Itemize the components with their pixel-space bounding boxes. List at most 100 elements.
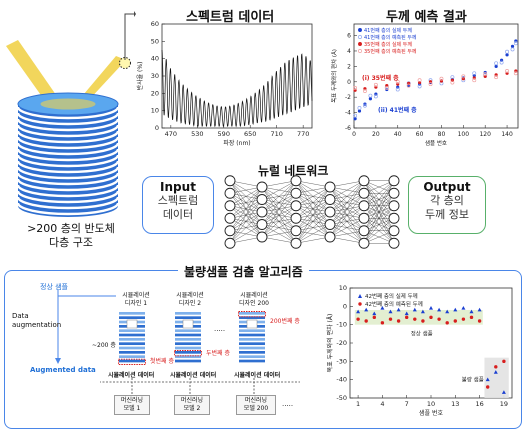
legend-marker [358, 294, 362, 298]
data-point [505, 49, 510, 54]
y-axis-label: 반사율 (%) [136, 62, 144, 91]
mini-stack-layer [175, 316, 201, 320]
network-node [324, 231, 336, 243]
network-node [388, 212, 400, 224]
network-node [290, 187, 302, 199]
highlighted-layer [118, 358, 146, 365]
network-connection [363, 180, 395, 206]
ml-model-2: 머신러닝 모델 2 [174, 395, 210, 415]
design-2-data: 시뮬레이션 데이터 [170, 372, 217, 379]
data-point [453, 319, 457, 323]
data-point [395, 87, 400, 92]
data-point [405, 315, 409, 320]
data-point [364, 307, 369, 312]
network-node [324, 206, 336, 218]
mini-stack-layer [119, 312, 145, 315]
stack-layer [16, 142, 120, 156]
design-200-stack [238, 311, 266, 363]
y-tick-label: 60 [151, 20, 159, 28]
data-point [420, 309, 425, 314]
data-point [494, 64, 498, 68]
y-tick-label: -20 [336, 339, 347, 347]
stack-label-line1: >200 층의 반도체 [27, 222, 115, 235]
legend-marker [358, 42, 362, 46]
data-point [380, 305, 385, 310]
y-tick-label: 0 [155, 124, 159, 132]
x-tick-label: 710 [270, 130, 282, 138]
design-200-note: 200번째 층 [270, 318, 300, 325]
annotation-35th-layer: (i) 35번째 층 [362, 74, 399, 82]
network-connection [295, 180, 331, 188]
data-point [372, 311, 377, 316]
network-connection [329, 218, 365, 238]
mini-stack-layer [119, 333, 145, 337]
design-1-title: 시뮬레이션 디자인 1 [116, 292, 156, 308]
data-point [502, 359, 506, 364]
x-tick-label: 80 [438, 131, 446, 138]
design-1-note: 첫번째 층 [150, 358, 174, 365]
mini-stack-layer [175, 342, 201, 346]
stack-layer [16, 136, 120, 150]
network-connection [261, 230, 297, 238]
network-node [388, 187, 400, 199]
network-node [224, 212, 236, 224]
network-connection [261, 180, 297, 188]
data-point [372, 315, 376, 320]
data-point [429, 315, 433, 320]
y-tick-label: 20 [151, 89, 159, 97]
augmented-data-label: Augmented data [30, 366, 96, 374]
network-node [224, 200, 236, 212]
network-connection [295, 186, 331, 219]
data-point [395, 79, 400, 84]
design-200-title: 시뮬레이션 디자인 200 [230, 292, 278, 308]
mini-stack-layer [119, 342, 145, 346]
y-tick-label: 10 [151, 107, 159, 115]
ml-model-2-line1: 머신러닝 [180, 397, 204, 404]
data-point [493, 370, 498, 374]
data-point [510, 47, 515, 52]
data-point [368, 93, 373, 98]
network-connection [295, 211, 331, 244]
spectrum-chart: 470 530 590 650 710 770 0 10 20 30 40 50 60 파장 (nm) 반사… [136, 20, 313, 147]
stack-layer [16, 118, 120, 132]
network-connection [229, 186, 263, 231]
network-connection [363, 180, 395, 219]
x-tick-label: 120 [479, 131, 491, 138]
legend-marker [358, 49, 362, 53]
network-node [324, 219, 336, 230]
data-point [505, 53, 509, 57]
data-point [469, 315, 474, 320]
mini-stack-layer [239, 312, 265, 315]
data-point [513, 41, 518, 46]
x-tick-label: 4 [380, 400, 384, 408]
data-point [494, 365, 498, 369]
network-connection [363, 193, 395, 244]
mini-stack-layer [239, 338, 265, 341]
network-node [224, 187, 236, 199]
stack-layer [16, 130, 120, 144]
stack-layer [16, 202, 120, 216]
y-axis-label: 목표 두께와의 편차 (Å) [330, 49, 338, 103]
mini-stack-layer [175, 351, 201, 354]
detector-link-line [124, 11, 136, 60]
mini-stack-layer [175, 355, 201, 359]
x-tick-label: 770 [297, 130, 309, 138]
network-node [256, 194, 268, 205]
data-point [384, 85, 389, 90]
mini-stack-layer [239, 346, 265, 350]
data-point [388, 309, 393, 314]
x-tick-label: 140 [501, 131, 513, 138]
spectrum-title: 스펙트럼 데이터 [186, 10, 275, 25]
design-connectors [100, 378, 300, 394]
stack-layer [16, 196, 120, 210]
data-point [353, 117, 357, 121]
data-point [373, 82, 378, 87]
network-node [290, 237, 302, 249]
network-connection [229, 224, 263, 244]
designs-ellipsis: ..... [214, 325, 226, 333]
y-tick-label: -10 [336, 321, 347, 329]
network-connection [229, 199, 263, 244]
mini-stack-layer [119, 329, 145, 333]
y-tick-label: 6 [347, 33, 351, 40]
design-2-stack [174, 312, 202, 363]
